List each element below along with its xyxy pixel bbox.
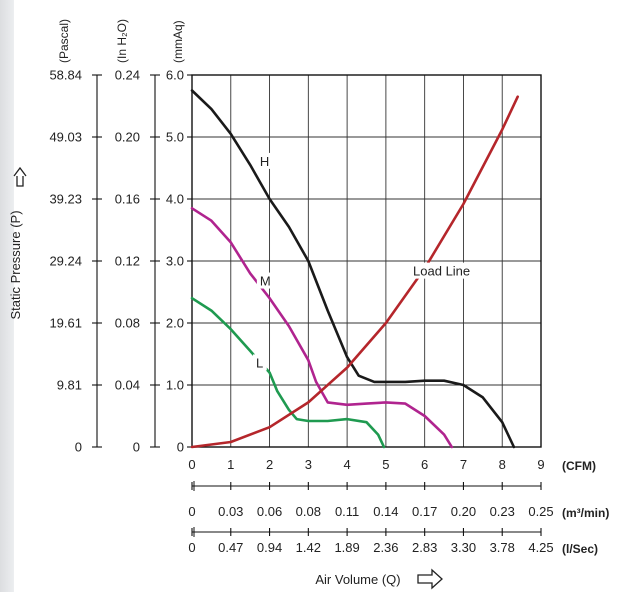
annotation-load-line: Load Line	[413, 264, 470, 279]
series-lines	[190, 89, 519, 449]
x-tick-label: 0.25	[528, 504, 553, 519]
x-tick-label: 3	[305, 457, 312, 472]
x-tick-label: 0	[188, 504, 195, 519]
x-tick-label: 0.20	[451, 504, 476, 519]
y-tick-label: 0.16	[115, 192, 140, 207]
x-axis-2: 0 0.47 0.94 1.42 1.89 2.36 2.83 3.30 3.78 4.25 (l/…	[188, 540, 598, 556]
y-tick-label: 6.0	[166, 68, 184, 83]
axis-titles: Static Pressure (P) Air Volume (Q)	[8, 166, 443, 590]
x-tick-label: 2.36	[373, 540, 398, 555]
left-edge-strip	[0, 0, 14, 592]
x-tick-label: 1.89	[334, 540, 359, 555]
x-tick-label: 7	[460, 457, 467, 472]
x-tick-label: 3.78	[490, 540, 515, 555]
y-axis-unit-label: (mmAq)	[171, 20, 185, 63]
y-axis-unit-label: (Pascal)	[57, 19, 71, 63]
y-tick-label: 0	[75, 440, 82, 455]
annotation-bg	[256, 272, 271, 289]
x-tick-label: 9	[537, 457, 544, 472]
x-tick-label: 0.03	[218, 504, 243, 519]
y-tick-label: 5.0	[166, 130, 184, 145]
y-axis-2: 6.0 5.0 4.0 3.0 2.0 1.0 0 (mmAq)	[166, 20, 192, 455]
x-tick-label: 5	[382, 457, 389, 472]
y-axis-0: 58.84 49.03 39.23 29.24 19.61 9.81 0 (Pascal)	[49, 19, 102, 455]
x-axis-unit-label: (l/Sec)	[562, 542, 598, 556]
series-line-h	[190, 89, 516, 449]
x-axis-unit-label: (m³/min)	[562, 506, 609, 520]
right-arrow-icon	[417, 568, 443, 590]
x-axis-title: Air Volume (Q)	[315, 572, 400, 587]
x-tick-label: 0	[188, 457, 195, 472]
annotation-h: H	[260, 154, 269, 169]
y-tick-label: 0	[133, 440, 140, 455]
x-scale-line-0	[191, 481, 542, 491]
x-axis-1: 0 0.03 0.06 0.08 0.11 0.14 0.17 0.20 0.23 0.25 (m³…	[188, 504, 609, 520]
y-tick-label: 2.0	[166, 316, 184, 331]
y-tick-label: 0	[177, 440, 184, 455]
annotation-bg	[252, 354, 267, 371]
y-tick-label: 3.0	[166, 254, 184, 269]
x-tick-label: 0	[188, 540, 195, 555]
x-tick-label: 2	[266, 457, 273, 472]
y-tick-label: 19.61	[49, 316, 82, 331]
grid	[192, 75, 541, 447]
y-tick-label: 0.08	[115, 316, 140, 331]
series-line-l	[190, 296, 386, 449]
y-axis-unit-label: (In H₂O)	[115, 19, 129, 63]
x-tick-label: 1	[227, 457, 234, 472]
x-tick-label: 1.42	[296, 540, 321, 555]
x-tick-label: 0.14	[373, 504, 398, 519]
annotation-m: M	[260, 274, 271, 289]
x-tick-label: 3.30	[451, 540, 476, 555]
y-tick-label: 0.12	[115, 254, 140, 269]
annotation-bg	[410, 262, 487, 279]
series-line-load-line	[190, 95, 519, 449]
y-tick-label: 49.03	[49, 130, 82, 145]
series-line-m	[190, 207, 454, 449]
y-axes: 58.84 49.03 39.23 29.24 19.61 9.81 0 (Pascal) 0.…	[49, 19, 192, 455]
y-tick-label: 0.24	[115, 68, 140, 83]
y-tick-label: 29.24	[49, 254, 82, 269]
y-tick-label: 9.81	[57, 378, 82, 393]
x-axis-unit-label: (CFM)	[562, 459, 596, 473]
x-tick-label: 0.23	[490, 504, 515, 519]
x-tick-label: 0.47	[218, 540, 243, 555]
x-tick-label: 0.11	[335, 504, 359, 519]
y-tick-label: 0.04	[115, 378, 140, 393]
x-tick-label: 0.06	[257, 504, 282, 519]
annotation-l: L	[256, 355, 263, 370]
y-tick-label: 1.0	[166, 378, 184, 393]
y-axis-title: Static Pressure (P)	[8, 210, 23, 319]
x-scale-line-1	[191, 527, 542, 537]
up-arrow-icon	[13, 166, 27, 187]
x-tick-label: 6	[421, 457, 428, 472]
x-tick-label: 8	[499, 457, 506, 472]
x-tick-label: 2.83	[412, 540, 437, 555]
x-tick-label: 0.17	[412, 504, 437, 519]
annotations: H M L Load Line	[252, 152, 487, 371]
x-tick-label: 0.94	[257, 540, 282, 555]
y-tick-label: 0.20	[115, 130, 140, 145]
y-axis-1: 0.24 0.20 0.16 0.12 0.08 0.04 0 (In H₂O)	[115, 19, 160, 455]
x-tick-label: 0.08	[296, 504, 321, 519]
x-tick-label: 4.25	[528, 540, 553, 555]
x-tick-label: 4	[343, 457, 350, 472]
y-tick-label: 4.0	[166, 192, 184, 207]
y-tick-label: 39.23	[49, 192, 82, 207]
annotation-bg	[256, 152, 271, 169]
x-axes: 0 1 2 3 4 5 6 7 8 9 (CFM) 0 0.03 0.06 0.08 0.11 0.14 0.17…	[188, 457, 609, 556]
y-tick-label: 58.84	[49, 68, 82, 83]
x-axis-0: 0 1 2 3 4 5 6 7 8 9 (CFM)	[188, 457, 596, 473]
